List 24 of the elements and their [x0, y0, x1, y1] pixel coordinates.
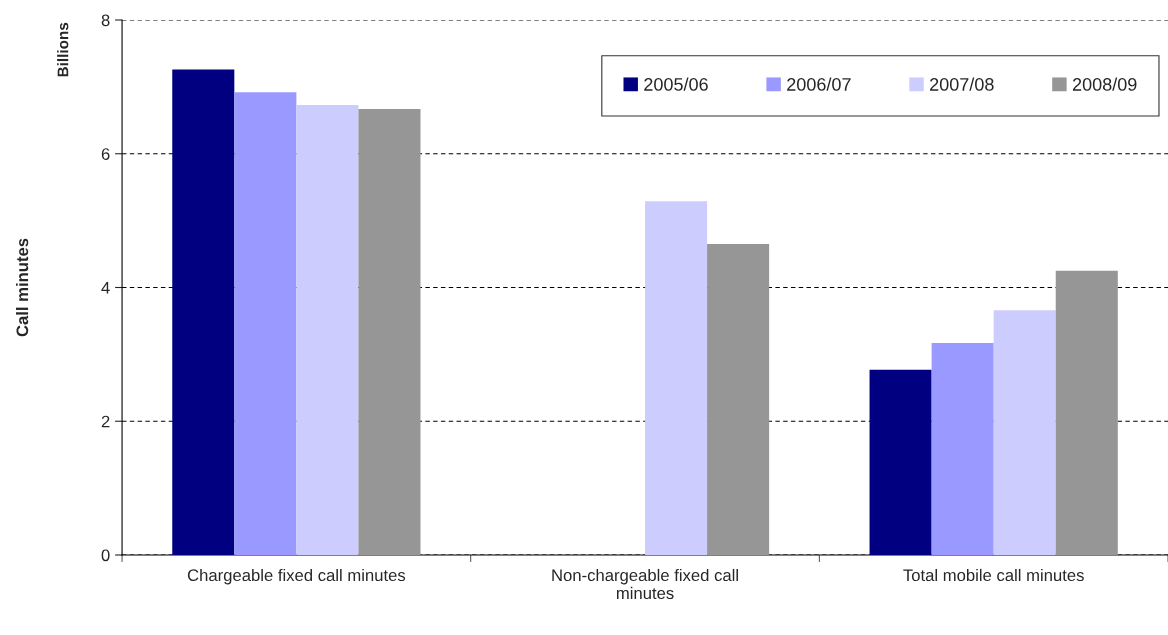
bar	[869, 369, 932, 555]
legend-label: 2005/06	[644, 77, 708, 91]
bar	[172, 69, 235, 555]
y-tick-label: 4	[101, 282, 110, 294]
bar	[1055, 270, 1118, 555]
x-tick-label: Chargeable fixed call minutes	[187, 568, 406, 585]
bar	[931, 343, 994, 555]
text: Billions	[57, 22, 69, 77]
bar	[358, 108, 421, 555]
y-tick-label: 8	[101, 14, 110, 27]
legend-label: 2007/08	[930, 77, 994, 91]
bar	[234, 92, 297, 555]
y-tick-label: 2	[101, 415, 110, 428]
y-axis-title: Call minutes	[16, 238, 29, 337]
legend-label: 2008/09	[1072, 77, 1137, 91]
x-tick-label: Non-chargeable fixed call minutes	[552, 568, 738, 600]
bar	[296, 104, 359, 555]
bar	[993, 310, 1056, 555]
bar	[707, 244, 770, 555]
y-tick-label: 6	[101, 148, 110, 160]
bar	[645, 201, 708, 555]
y-tick-label: 0	[101, 549, 110, 562]
legend-label: 2006/07	[787, 77, 851, 91]
x-tick-label: Total mobile call minutes	[903, 568, 1084, 582]
